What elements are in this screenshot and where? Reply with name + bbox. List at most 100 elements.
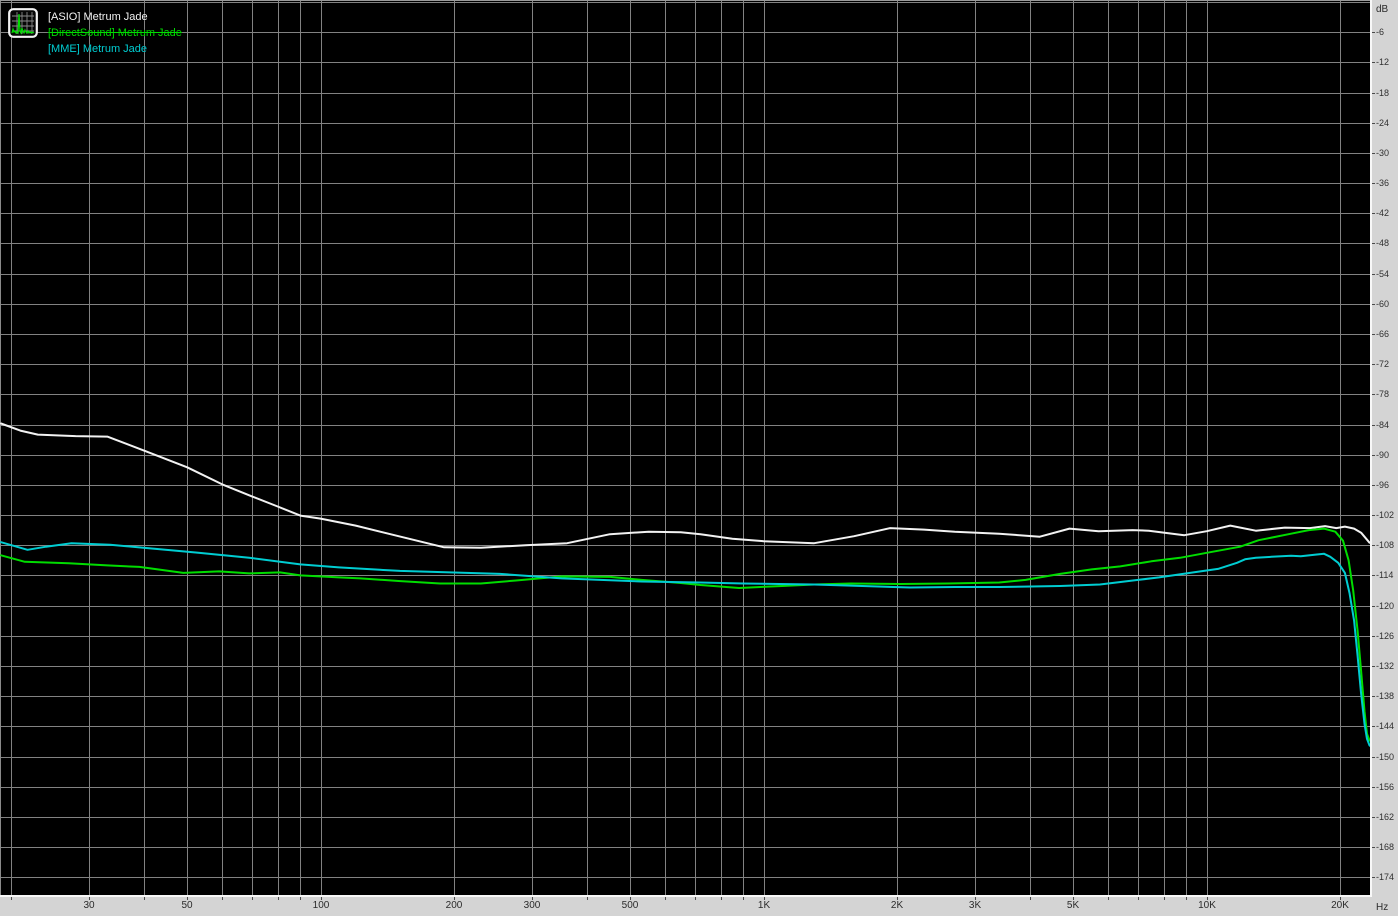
y-axis-tick: [1372, 636, 1375, 637]
x-axis-tick: [1030, 897, 1031, 900]
y-axis-tick-label: -120: [1376, 601, 1395, 611]
spectrum-plot-svg: [0, 0, 1372, 897]
y-axis-tick-label: -6: [1376, 27, 1385, 37]
x-axis-tick-label: 50: [181, 900, 193, 911]
y-axis-tick: [1372, 817, 1375, 818]
x-axis-tick-label: 300: [523, 900, 541, 911]
y-axis-tick-label: -36: [1376, 178, 1390, 188]
y-axis-tick: [1372, 274, 1375, 275]
x-axis-tick-label: 20K: [1331, 900, 1349, 911]
y-axis-tick: [1372, 485, 1375, 486]
y-axis-tick: [1372, 93, 1375, 94]
x-axis-tick: [222, 897, 223, 900]
x-axis-tick-label: 3K: [968, 900, 982, 911]
y-axis-tick-label: -102: [1376, 510, 1395, 520]
y-axis-tick: [1372, 123, 1375, 124]
y-axis-tick-label: -114: [1376, 570, 1394, 580]
y-axis-tick-label: -138: [1376, 691, 1395, 701]
x-axis-tick-label: 2K: [890, 900, 904, 911]
x-axis-tick: [897, 897, 898, 900]
y-axis-tick-label: -84: [1376, 420, 1390, 430]
y-axis-tick: [1372, 606, 1375, 607]
y-axis-tick: [1372, 515, 1375, 516]
x-axis-tick: [1340, 897, 1341, 900]
y-axis-tick: [1372, 787, 1375, 788]
y-axis-tick: [1372, 545, 1375, 546]
x-axis-tick: [630, 897, 631, 900]
y-axis-tick-label: -174: [1376, 872, 1395, 882]
y-axis-tick-label: -42: [1376, 208, 1390, 218]
y-axis-tick: [1372, 213, 1375, 214]
x-axis-tick: [743, 897, 744, 900]
x-axis-tick-label: 10K: [1198, 900, 1216, 911]
y-axis-tick-label: -12: [1376, 57, 1390, 67]
x-axis-tick: [1138, 897, 1139, 900]
y-axis-tick: [1372, 394, 1375, 395]
y-axis-tick: [1372, 183, 1375, 184]
y-axis-tick: [1372, 696, 1375, 697]
spectrum-icon: [8, 8, 38, 38]
y-axis-tick: [1372, 726, 1375, 727]
y-axis-tick: [1372, 334, 1375, 335]
y-axis-tick: [1372, 62, 1375, 63]
legend-items: [ASIO] Metrum Jade [DirectSound] Metrum …: [48, 8, 182, 57]
x-axis-tick: [300, 897, 301, 900]
y-axis-unit-label: dB: [1376, 4, 1389, 15]
y-axis: -6 -12 -18 -24 -30 -36 -42 -48 -54 -60 -66 -72 -78 -8…: [1372, 0, 1398, 916]
x-axis-tick: [278, 897, 279, 900]
x-axis-tick: [975, 897, 976, 900]
y-axis-tick-label: -78: [1376, 389, 1390, 399]
x-axis-tick: [695, 897, 696, 900]
y-axis-tick: [1372, 364, 1375, 365]
x-axis-unit-label: Hz: [1376, 902, 1389, 913]
x-axis-tick: [321, 897, 322, 900]
legend-item-asio[interactable]: [ASIO] Metrum Jade: [48, 11, 148, 23]
y-axis-tick: [1372, 153, 1375, 154]
y-axis-tick-label: -156: [1376, 782, 1395, 792]
y-axis-tick-label: -108: [1376, 540, 1395, 550]
x-axis-tick: [1073, 897, 1074, 900]
x-axis-tick: [11, 897, 12, 900]
y-axis-tick-label: -54: [1376, 269, 1390, 279]
y-axis-tick: [1372, 757, 1375, 758]
x-axis-tick-label: 500: [621, 900, 639, 911]
y-axis-tick-label: -60: [1376, 299, 1390, 309]
y-axis-tick-label: -168: [1376, 842, 1395, 852]
y-axis-tick: [1372, 32, 1375, 33]
x-axis-tick: [1108, 897, 1109, 900]
x-axis-tick-label: 30: [83, 900, 95, 911]
y-axis-tick: [1372, 425, 1375, 426]
y-axis-tick: [1372, 243, 1375, 244]
y-axis-tick: [1372, 847, 1375, 848]
plot-area[interactable]: [ASIO] Metrum Jade [DirectSound] Metrum …: [0, 0, 1372, 897]
y-axis-tick-label: -96: [1376, 480, 1390, 490]
x-axis-tick: [532, 897, 533, 900]
x-axis: 30 50 100 200 300 500 1K 2K 3K 5K 10K 20K: [0, 897, 1372, 916]
x-axis-tick-label: 200: [445, 900, 463, 911]
y-axis-tick: [1372, 666, 1375, 667]
x-axis-tick: [721, 897, 722, 900]
y-axis-tick-label: -126: [1376, 631, 1395, 641]
x-axis-tick: [454, 897, 455, 900]
y-axis-tick-label: -90: [1376, 450, 1390, 460]
x-axis-tick: [252, 897, 253, 900]
legend-item-directsound[interactable]: [DirectSound] Metrum Jade: [48, 27, 182, 39]
x-axis-tick: [89, 897, 90, 900]
y-axis-tick: [1372, 575, 1375, 576]
y-axis-tick-label: -18: [1376, 88, 1390, 98]
x-axis-tick: [764, 897, 765, 900]
x-axis-tick-label: 1K: [757, 900, 771, 911]
y-axis-tick-label: -30: [1376, 148, 1390, 158]
x-axis-tick: [144, 897, 145, 900]
legend-item-mme[interactable]: [MME] Metrum Jade: [48, 43, 148, 55]
y-axis-tick-label: -132: [1376, 661, 1395, 671]
x-axis-tick: [1207, 897, 1208, 900]
y-axis-tick-label: -72: [1376, 359, 1390, 369]
x-axis-tick: [587, 897, 588, 900]
x-axis-tick: [665, 897, 666, 900]
y-axis-tick-label: -24: [1376, 118, 1390, 128]
legend: [ASIO] Metrum Jade [DirectSound] Metrum …: [8, 8, 182, 57]
y-axis-tick: [1372, 877, 1375, 878]
y-axis-tick-label: -150: [1376, 752, 1395, 762]
